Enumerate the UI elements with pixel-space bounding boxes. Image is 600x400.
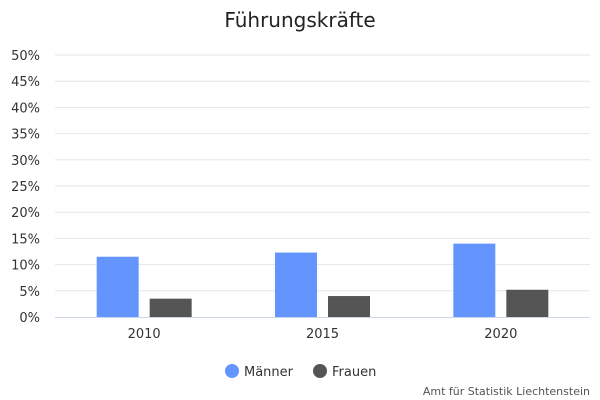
- y-tick-label: 15%: [11, 232, 40, 247]
- y-tick-label: 45%: [11, 75, 40, 90]
- bar-frauen-2015[interactable]: [328, 296, 370, 317]
- x-tick-label: 2020: [484, 327, 517, 342]
- y-tick-label: 50%: [11, 49, 40, 64]
- bar-männer-2015[interactable]: [275, 252, 317, 317]
- y-tick-label: 30%: [11, 154, 40, 169]
- y-tick-label: 35%: [11, 128, 40, 143]
- y-axis-tick-labels: 0% 5% 10% 15% 20% 25% 30% 35% 40% 45% 50%: [11, 49, 40, 326]
- bar-männer-2020[interactable]: [453, 243, 496, 317]
- legend-marker-männer[interactable]: [225, 364, 239, 378]
- x-tick-label: 2015: [306, 327, 339, 342]
- bars: [96, 243, 549, 317]
- y-tick-label: 40%: [11, 101, 40, 116]
- y-tick-label: 5%: [19, 285, 40, 300]
- y-tick-label: 10%: [11, 259, 40, 274]
- y-tick-label: 25%: [11, 180, 40, 195]
- legend-label-frauen[interactable]: Frauen: [332, 365, 376, 380]
- bar-frauen-2010[interactable]: [149, 298, 192, 317]
- bar-männer-2010[interactable]: [96, 256, 139, 317]
- y-tick-label: 20%: [11, 206, 40, 221]
- legend-label-männer[interactable]: Männer: [244, 365, 294, 380]
- y-tick-label: 0%: [19, 311, 40, 326]
- legend-marker-frauen[interactable]: [313, 364, 327, 378]
- gridlines: [55, 54, 590, 292]
- source-credit[interactable]: Amt für Statistik Liechtenstein: [423, 385, 590, 398]
- x-axis-tick-labels: 2010 2015 2020: [128, 327, 518, 342]
- legend[interactable]: Männer Frauen: [225, 364, 376, 380]
- chart-title: Führungskräfte: [224, 8, 375, 32]
- bar-frauen-2020[interactable]: [506, 289, 549, 317]
- x-tick-label: 2010: [128, 327, 161, 342]
